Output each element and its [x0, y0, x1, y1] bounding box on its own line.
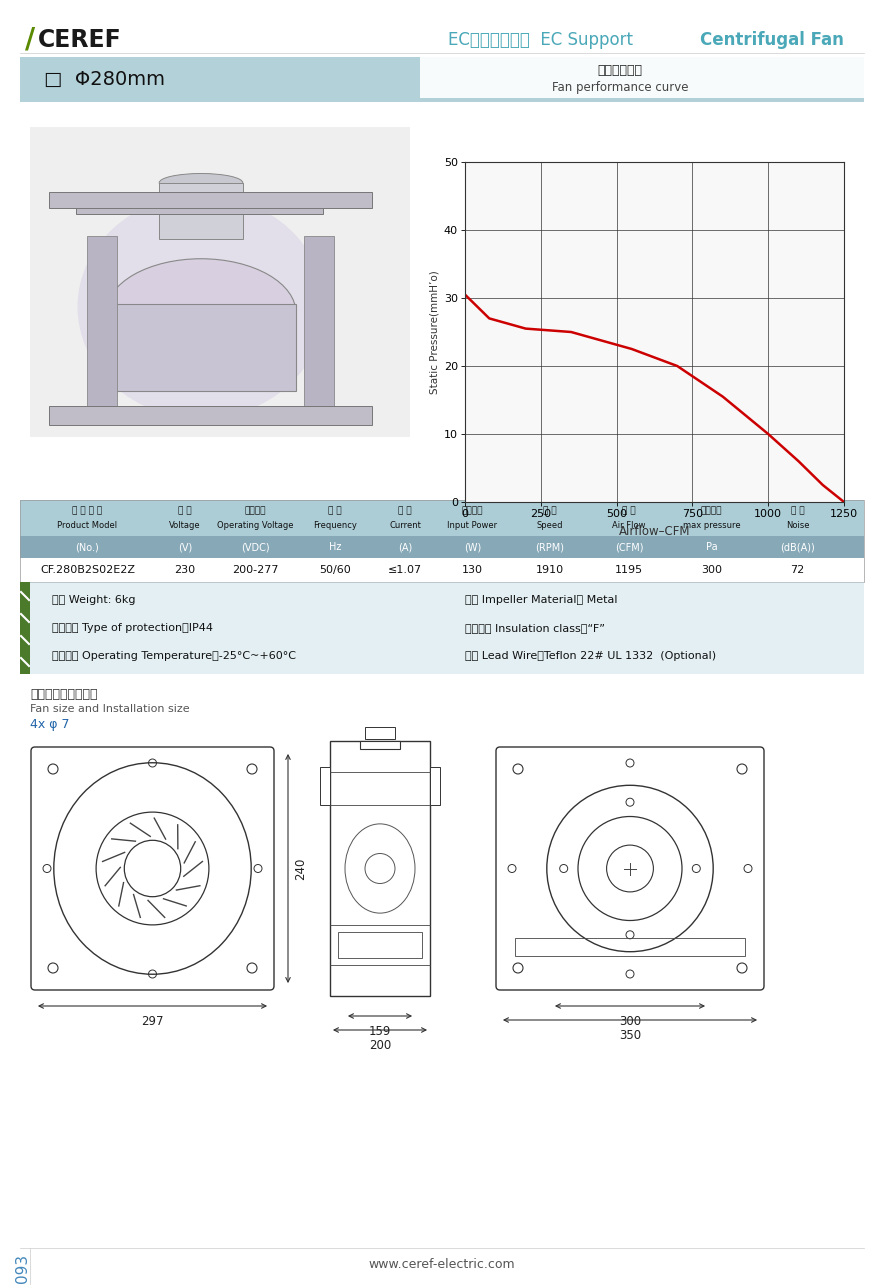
Bar	[20, 536, 864, 558]
Bar	[20, 582, 30, 675]
Text: (No.): (No.)	[76, 542, 99, 553]
Ellipse shape	[106, 258, 296, 368]
Bar	[420, 98, 864, 102]
Text: /: /	[25, 26, 35, 54]
Bar	[30, 127, 410, 437]
Bar	[49, 191, 372, 208]
Bar	[320, 766, 330, 804]
FancyBboxPatch shape	[496, 747, 764, 989]
Text: Fan size and Installation size: Fan size and Installation size	[30, 704, 190, 714]
Text: www.ceref-electric.com: www.ceref-electric.com	[369, 1258, 515, 1271]
Text: Current: Current	[389, 520, 421, 529]
Bar	[420, 57, 864, 102]
Bar	[303, 235, 334, 406]
Text: 风 量: 风 量	[622, 506, 636, 515]
Text: 风机尺寸及安装尺寸: 风机尺寸及安装尺寸	[30, 687, 97, 702]
Bar	[30, 582, 864, 675]
Text: max pressure: max pressure	[682, 520, 740, 529]
Text: Air Flow: Air Flow	[613, 520, 645, 529]
Text: Centrifugal Fan: Centrifugal Fan	[700, 31, 844, 49]
Text: 风叶 Impeller Material： Metal: 风叶 Impeller Material： Metal	[465, 595, 618, 605]
Bar	[20, 500, 864, 582]
Text: Fan performance curve: Fan performance curve	[552, 81, 689, 94]
Text: 噪 音: 噪 音	[790, 506, 804, 515]
Text: 297: 297	[141, 1015, 164, 1028]
Text: Operating Voltage: Operating Voltage	[217, 520, 293, 529]
Text: 转 速: 转 速	[543, 506, 557, 515]
Bar	[106, 303, 296, 391]
Text: (CFM): (CFM)	[614, 542, 644, 553]
Bar	[49, 406, 372, 424]
Text: 159: 159	[369, 1025, 392, 1038]
Bar	[20, 558, 864, 582]
Text: 工作电压: 工作电压	[244, 506, 266, 515]
Text: 200-277: 200-277	[232, 565, 278, 574]
Text: Input Power: Input Power	[447, 520, 498, 529]
Text: (VDC): (VDC)	[240, 542, 270, 553]
Bar	[338, 932, 422, 957]
Text: 最大静压: 最大静压	[701, 506, 722, 515]
Text: 绝缘等级 Insulation class：“F”: 绝缘等级 Insulation class：“F”	[465, 623, 605, 634]
Text: 电 压: 电 压	[179, 506, 192, 515]
Text: 093: 093	[14, 1253, 29, 1282]
Bar	[159, 182, 243, 239]
Bar	[20, 57, 864, 102]
Text: 风量风压曲线: 风量风压曲线	[598, 64, 643, 77]
Bar	[360, 741, 400, 749]
Text: 300: 300	[619, 1015, 641, 1028]
Text: (RPM): (RPM)	[536, 542, 565, 553]
X-axis label: Airflow–CFM: Airflow–CFM	[619, 524, 690, 537]
Text: 防护等级 Type of protection：IP44: 防护等级 Type of protection：IP44	[52, 623, 213, 634]
Text: Voltage: Voltage	[169, 520, 201, 529]
FancyBboxPatch shape	[31, 747, 274, 989]
Ellipse shape	[159, 173, 243, 191]
Text: Hz: Hz	[329, 542, 341, 553]
Text: (V): (V)	[178, 542, 192, 553]
Bar	[330, 741, 430, 996]
Text: 350: 350	[619, 1029, 641, 1042]
Text: 重量 Weight: 6kg: 重量 Weight: 6kg	[52, 595, 135, 605]
Bar	[76, 195, 323, 213]
Text: 50/60: 50/60	[319, 565, 351, 574]
Bar	[365, 727, 395, 739]
Text: ≤1.07: ≤1.07	[388, 565, 422, 574]
Text: CEREF: CEREF	[38, 28, 122, 51]
Text: Product Model: Product Model	[57, 520, 118, 529]
Bar	[87, 235, 118, 406]
Bar	[20, 500, 864, 536]
Text: 输入功率: 输入功率	[461, 506, 484, 515]
Text: 温度范围 Operating Temperature：-25°C~+60°C: 温度范围 Operating Temperature：-25°C~+60°C	[52, 651, 296, 660]
Text: (W): (W)	[464, 542, 481, 553]
Text: Noise: Noise	[786, 520, 809, 529]
Text: 4x φ 7: 4x φ 7	[30, 718, 70, 731]
Bar	[430, 766, 440, 804]
Text: 1910: 1910	[536, 565, 564, 574]
Text: (dB(A)): (dB(A))	[780, 542, 815, 553]
Ellipse shape	[78, 195, 324, 419]
Text: (A): (A)	[398, 542, 412, 553]
Text: 72: 72	[790, 565, 804, 574]
Text: CF.280B2S02E2Z: CF.280B2S02E2Z	[40, 565, 135, 574]
Y-axis label: Static Pressure(mmH’o): Static Pressure(mmH’o)	[430, 270, 439, 394]
Text: □  Φ280mm: □ Φ280mm	[44, 69, 165, 89]
Text: EC支架离心风机  EC Support: EC支架离心风机 EC Support	[448, 31, 638, 49]
Text: Frequency: Frequency	[313, 520, 357, 529]
Text: 240: 240	[294, 857, 307, 880]
Text: 300: 300	[701, 565, 722, 574]
Text: Speed: Speed	[537, 520, 563, 529]
Text: Pa: Pa	[705, 542, 717, 553]
Bar	[515, 938, 745, 956]
Text: 1195: 1195	[615, 565, 643, 574]
Text: 电 流: 电 流	[398, 506, 412, 515]
Text: 产 品 型 号: 产 品 型 号	[72, 506, 103, 515]
Text: 引线 Lead Wire：Teflon 22# UL 1332  (Optional): 引线 Lead Wire：Teflon 22# UL 1332 (Optiona…	[465, 651, 716, 660]
Text: 230: 230	[174, 565, 195, 574]
Text: 200: 200	[369, 1040, 391, 1052]
Text: 频 率: 频 率	[328, 506, 342, 515]
Text: 130: 130	[462, 565, 483, 574]
